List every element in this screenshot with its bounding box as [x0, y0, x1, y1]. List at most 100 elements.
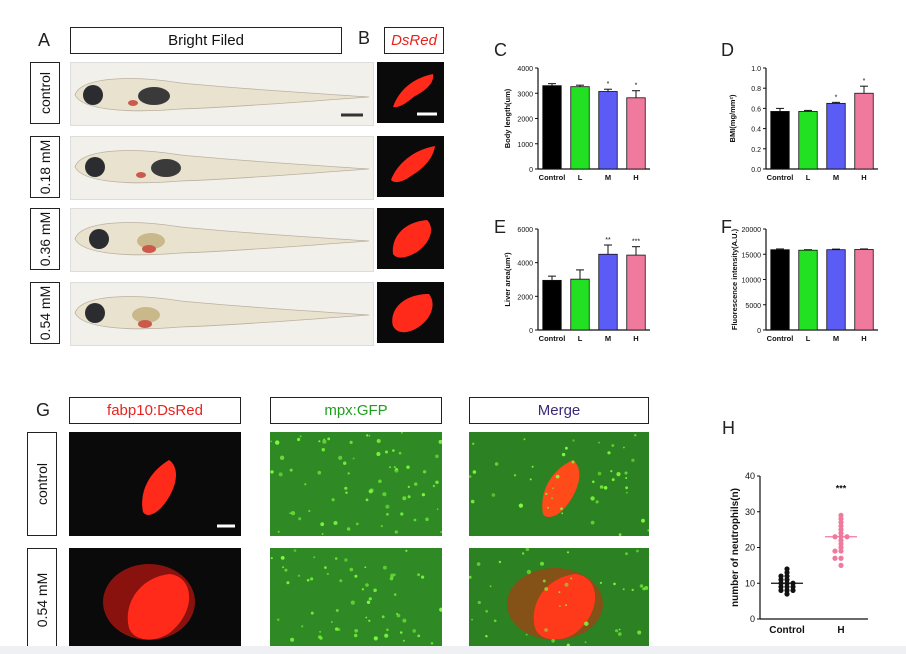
x-tick-label-E-H: H	[633, 334, 638, 343]
neutrophil-dot	[335, 609, 339, 612]
neutrophil-dot	[552, 487, 555, 490]
neutrophil-dot	[544, 628, 548, 632]
neutrophil-dot	[301, 625, 304, 628]
y-tick-label-H: 40	[745, 471, 755, 481]
point-H-Control	[784, 587, 790, 594]
neutrophil-dot	[560, 507, 563, 511]
y-tick-label-D: 0.6	[751, 106, 761, 113]
x-tick-label-F-L: L	[806, 334, 811, 343]
neutrophil-dot	[270, 440, 272, 443]
neutrophil-dot	[331, 498, 335, 502]
neutrophil-dot	[435, 480, 439, 484]
neutrophil-dot	[412, 629, 416, 633]
y-axis-label-C: Body length(um)	[503, 88, 512, 148]
neutrophil-dot	[393, 466, 396, 469]
neutrophil-dot	[389, 576, 394, 581]
bar-E-H	[626, 254, 646, 331]
neutrophil-dot	[631, 458, 635, 462]
neutrophil-dot	[624, 471, 628, 475]
neutrophil-dot	[613, 582, 616, 586]
neutrophil-dot	[558, 591, 561, 593]
point-H-Control	[784, 566, 790, 572]
y-axis-label-E: Liver area(um²)	[503, 252, 512, 307]
point-H-H	[838, 519, 844, 526]
y-axis-label-H: number of neutrophils(n)	[730, 488, 741, 607]
dsred-image-0-36mM	[377, 208, 444, 269]
dsred-header: DsRed	[384, 27, 444, 54]
neutrophil-dot	[270, 557, 273, 560]
neutrophil-dot	[277, 530, 280, 533]
neutrophil-dot	[625, 486, 628, 490]
neutrophil-dot	[592, 480, 595, 484]
y-tick-label-F: 0	[757, 328, 761, 335]
neutrophil-dot	[350, 600, 355, 605]
y-tick-label-D: 0.4	[751, 127, 761, 134]
x-tick-label-C-M: M	[605, 173, 611, 182]
neutrophil-dot	[564, 582, 569, 587]
point-H-Control	[790, 584, 796, 590]
neutrophil-dot	[477, 600, 481, 605]
neutrophil-dot	[623, 446, 625, 449]
neutrophil-dot	[278, 472, 283, 477]
a-row-label-2: 0.36 mM	[30, 208, 60, 270]
neutrophil-dot	[618, 628, 621, 631]
neutrophil-dot	[402, 618, 407, 623]
neutrophil-dot	[590, 520, 595, 525]
neutrophil-dot	[385, 504, 390, 509]
merge-header: Merge	[469, 397, 649, 424]
neutrophil-dot	[349, 440, 353, 444]
neutrophil-dot	[472, 442, 475, 445]
y-tick-label-E: 0	[529, 328, 533, 335]
neutrophil-dot	[485, 609, 489, 613]
bar-F-L	[798, 249, 818, 331]
neutrophil-dot	[611, 444, 615, 447]
point-H-Control	[784, 584, 790, 590]
neutrophil-dot	[326, 572, 329, 576]
point-H-H	[838, 512, 844, 518]
neutrophil-dot	[398, 451, 402, 455]
neutrophil-dot	[310, 611, 314, 615]
neutrophil-dot	[343, 461, 347, 465]
neutrophil-dot	[396, 613, 401, 618]
neutrophil-dot	[421, 575, 425, 579]
neutrophil-dot	[380, 524, 383, 528]
neutrophil-dot	[385, 450, 388, 454]
bar-D-H	[854, 92, 874, 170]
neutrophil-dot	[647, 529, 650, 532]
significance-C-M: *	[607, 81, 610, 88]
neutrophil-dot	[413, 518, 417, 522]
y-tick-label-E: 2000	[517, 294, 533, 301]
y-tick-label-H: 10	[745, 578, 755, 588]
fish-image-0-54mM	[70, 282, 374, 346]
neutrophil-dot	[334, 557, 338, 560]
neutrophil-dot	[494, 462, 499, 466]
neutrophil-dot	[545, 492, 548, 496]
neutrophil-dot	[345, 491, 348, 494]
neutrophil-dot	[566, 551, 570, 554]
fabp10-header: fabp10:DsRed	[69, 397, 241, 424]
neutrophil-dot	[468, 475, 472, 478]
neutrophil-dot	[290, 637, 295, 642]
neutrophil-dot	[615, 629, 619, 633]
point-H-Control	[784, 573, 790, 579]
y-tick-label-H: 0	[750, 614, 755, 624]
neutrophil-dot	[555, 474, 560, 479]
g-row-label-control-text: control	[34, 462, 50, 506]
neutrophil-dot	[634, 434, 637, 437]
neutrophil-dot	[306, 578, 310, 582]
neutrophil-dot	[299, 435, 302, 438]
fabp10-image-0-54mM	[69, 548, 241, 646]
neutrophil-dot	[618, 533, 622, 536]
neutrophil-dot	[559, 605, 561, 607]
neutrophil-dot	[546, 506, 549, 509]
significance-H-H: ***	[836, 483, 847, 493]
neutrophil-dot	[365, 498, 369, 502]
neutrophil-dot	[622, 588, 625, 591]
neutrophil-dot	[625, 552, 628, 556]
neutrophil-dot	[625, 491, 628, 494]
neutrophil-dot	[320, 522, 325, 527]
neutrophil-dot	[544, 587, 549, 591]
y-tick-label-C: 2000	[517, 117, 533, 124]
neutrophil-dot	[417, 634, 421, 638]
fabp10-header-text: fabp10:DsRed	[107, 402, 203, 419]
